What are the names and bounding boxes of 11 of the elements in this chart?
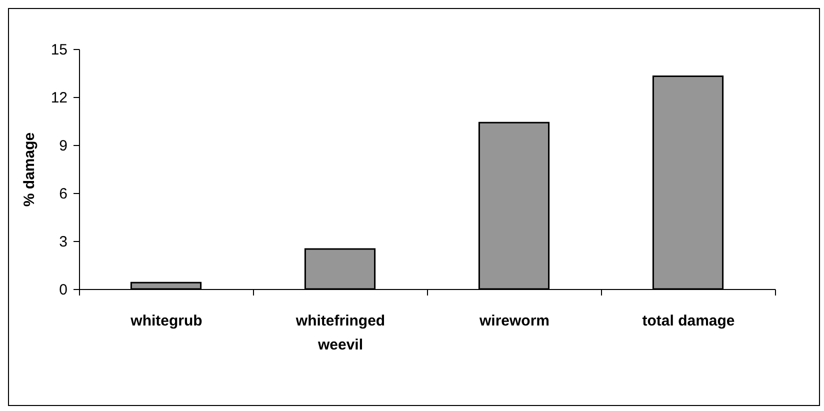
y-tick-label: 15	[50, 42, 68, 58]
y-tick-label: 3	[59, 234, 68, 250]
x-tick-label: total damage	[642, 312, 735, 330]
x-tick-label: whitegrub	[130, 312, 202, 330]
y-tick-label: 12	[50, 90, 68, 106]
x-tick-label: wireworm	[478, 312, 550, 330]
y-axis-title: % damage	[20, 132, 38, 207]
y-tick-label: 6	[59, 186, 68, 202]
y-tick-label: 0	[59, 282, 68, 298]
y-tick-label: 9	[59, 138, 68, 154]
x-tick-label: whitefringed weevil	[294, 312, 386, 354]
